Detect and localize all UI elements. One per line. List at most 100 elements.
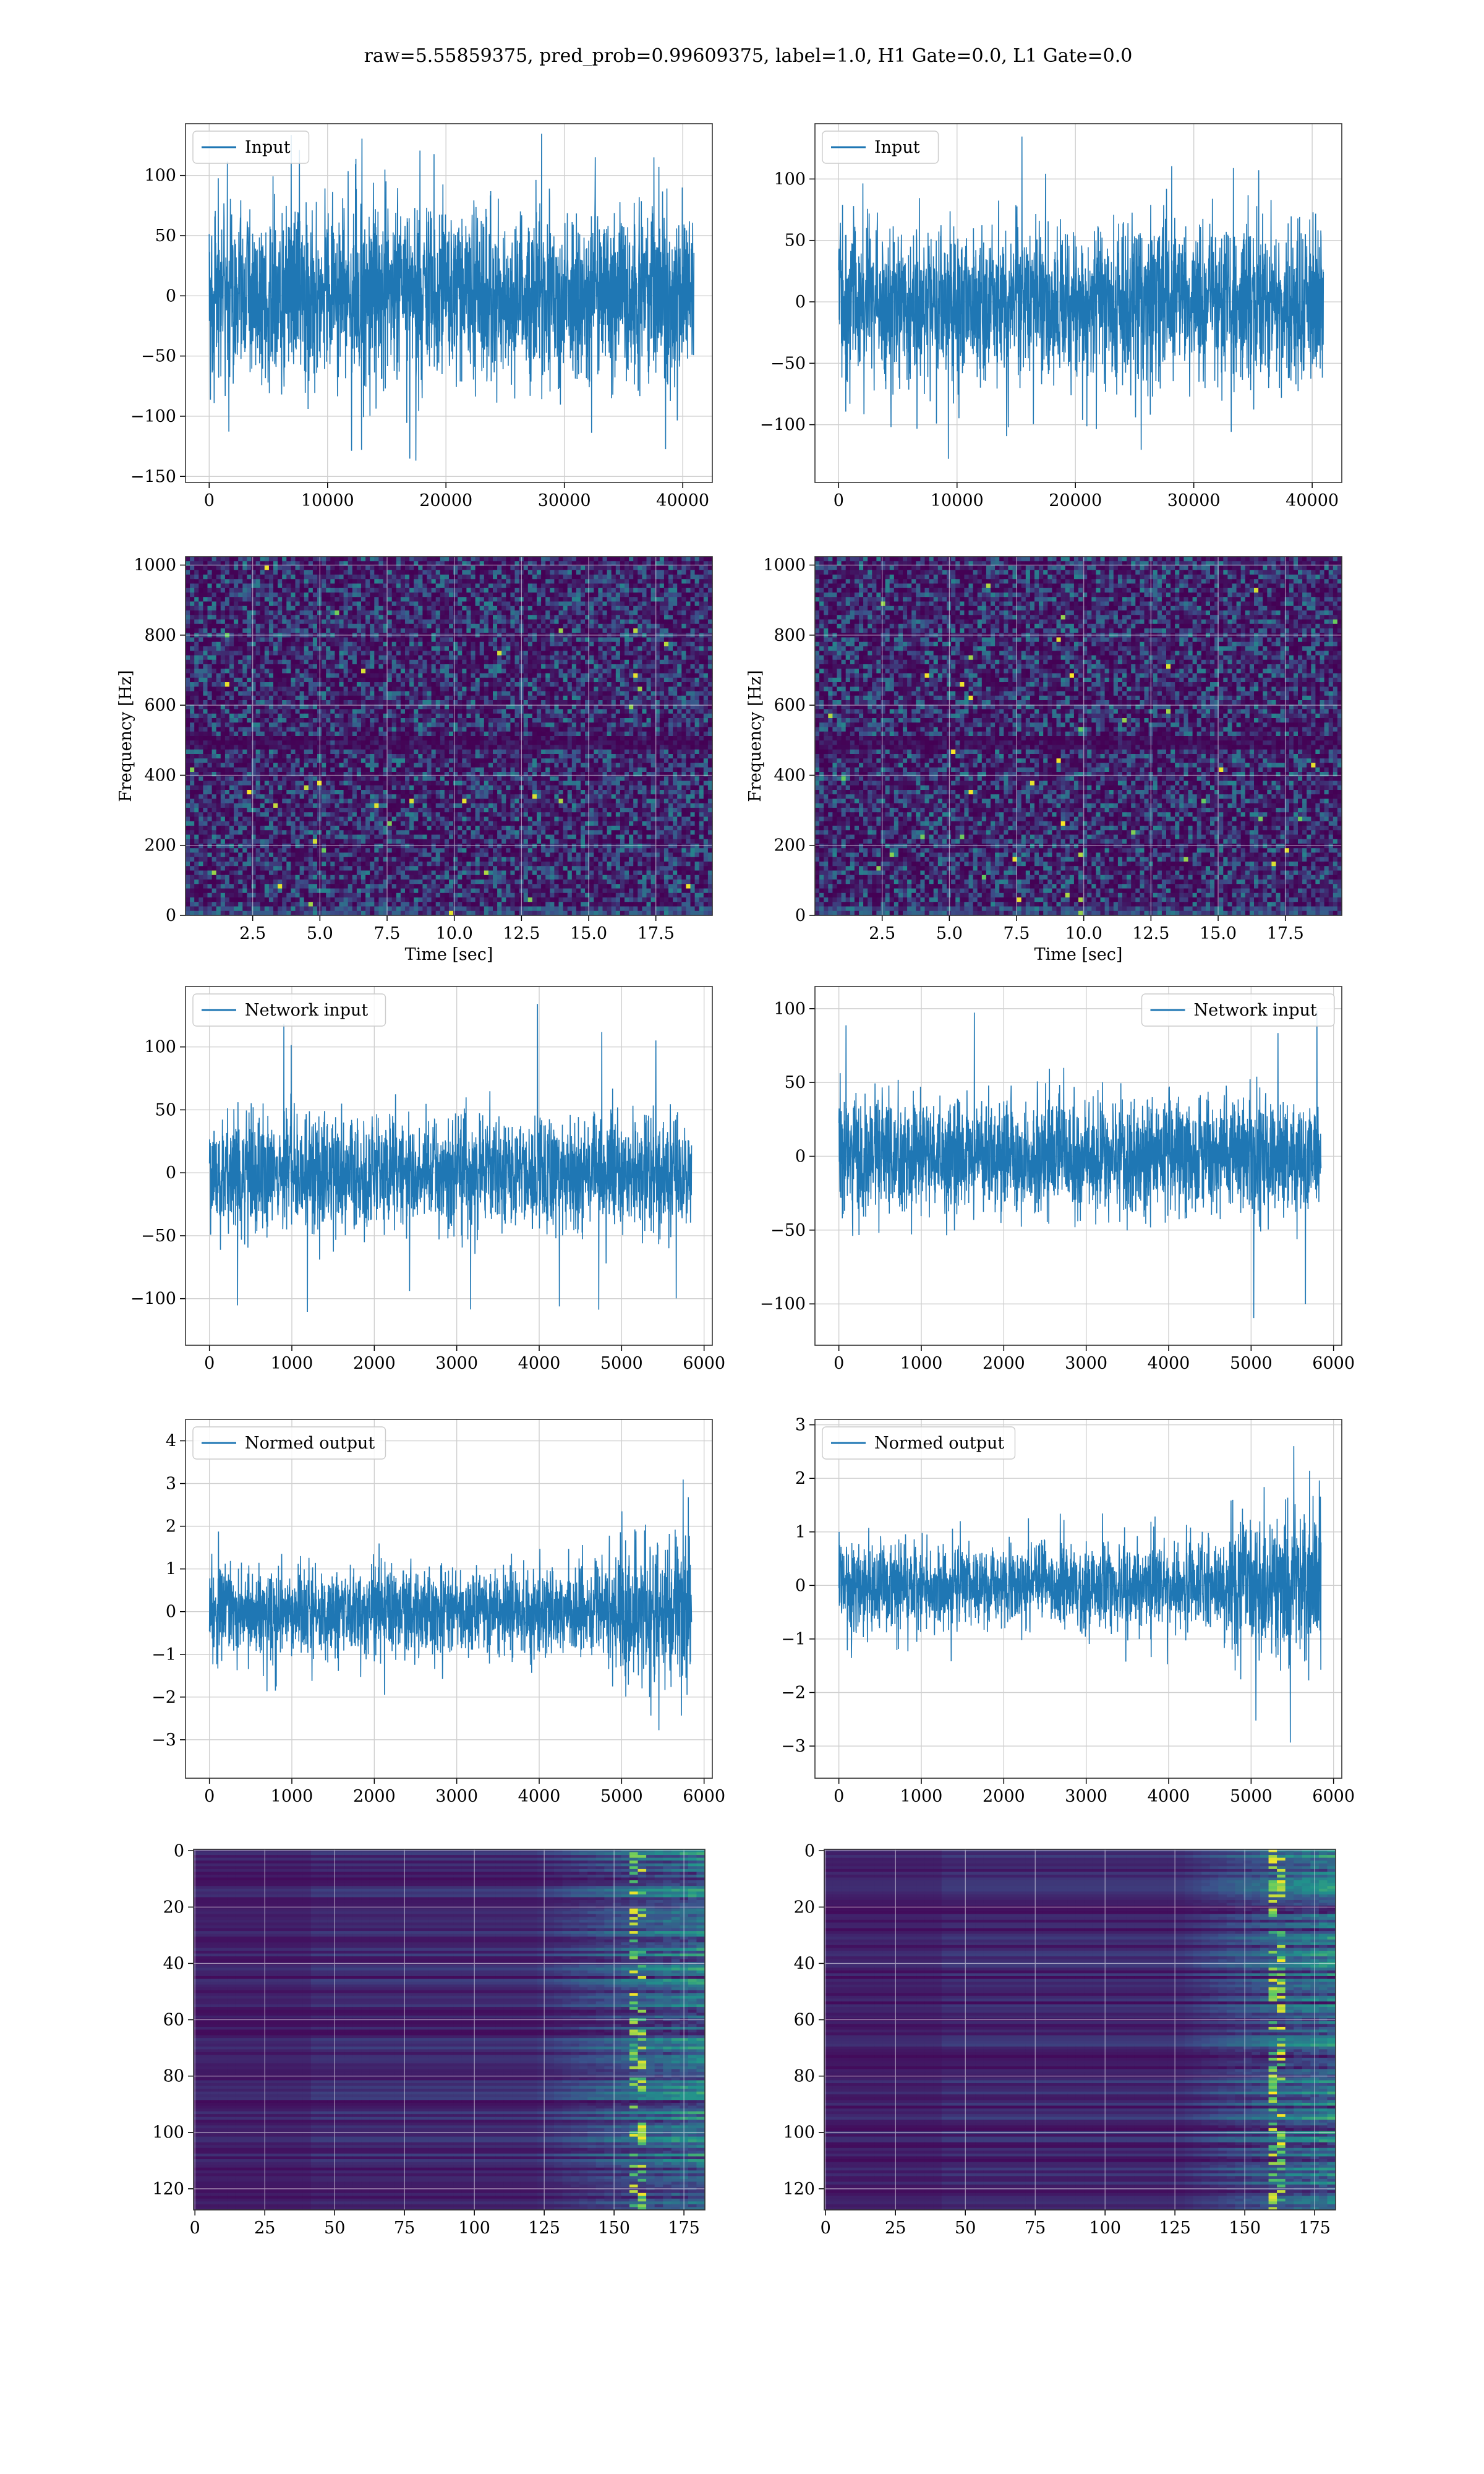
heatmap-cell	[388, 674, 393, 678]
heatmap-cell	[668, 610, 673, 615]
heatmap-cell	[466, 575, 471, 580]
heatmap-cell	[370, 615, 375, 620]
heatmap-cell	[422, 566, 427, 571]
heatmap-cell	[568, 718, 573, 723]
heatmap-cell	[484, 620, 489, 625]
heatmap-cell	[607, 709, 612, 714]
heatmap-cell	[378, 674, 383, 678]
heatmap-cell	[480, 575, 485, 580]
heatmap-cell	[493, 664, 498, 669]
heatmap-cell	[339, 727, 344, 732]
heatmap-cell	[436, 615, 441, 620]
heatmap-cell	[344, 624, 349, 629]
heatmap-cell	[484, 674, 489, 678]
heatmap-cell	[405, 674, 410, 678]
heatmap-cell	[229, 709, 234, 714]
heatmap-cell	[436, 700, 441, 705]
heatmap-cell	[510, 722, 515, 727]
heatmap-cell	[344, 664, 349, 669]
heatmap-cell	[510, 557, 515, 562]
heatmap-cell	[405, 691, 410, 696]
heatmap-cell	[352, 620, 357, 625]
heatmap-cell	[488, 579, 493, 584]
heatmap-cell	[568, 696, 573, 701]
heatmap-cell	[545, 628, 550, 633]
heatmap-cell	[247, 593, 252, 597]
heatmap-cell	[396, 727, 401, 732]
heatmap-cell	[339, 597, 344, 602]
heatmap-cell	[677, 664, 682, 669]
heatmap-cell	[339, 602, 344, 607]
heatmap-cell	[484, 709, 489, 714]
heatmap-cell	[361, 656, 366, 661]
heatmap-cell	[378, 718, 383, 723]
heatmap-cell	[691, 696, 696, 701]
heatmap-cell	[620, 736, 625, 741]
heatmap-cell	[695, 588, 700, 593]
heatmap-cell	[352, 678, 357, 683]
heatmap-cell	[699, 610, 704, 615]
heatmap-cell	[515, 597, 520, 602]
heatmap-cell	[668, 615, 673, 620]
heatmap-cell	[616, 687, 621, 691]
heatmap-cell	[194, 584, 199, 589]
heatmap-cell	[668, 669, 673, 674]
heatmap-cell	[388, 646, 393, 651]
heatmap-cell	[699, 606, 704, 611]
heatmap-cell	[462, 646, 467, 651]
heatmap-cell	[216, 557, 221, 562]
heatmap-cell	[278, 651, 283, 656]
heatmap-cell	[374, 691, 379, 696]
heatmap-cell	[506, 696, 511, 701]
heatmap-cell	[339, 718, 344, 723]
heatmap-cell	[581, 566, 586, 571]
heatmap-cell	[278, 642, 283, 647]
heatmap-cell	[633, 714, 638, 719]
heatmap-cell	[269, 732, 274, 737]
heatmap-cell	[594, 606, 599, 611]
heatmap-cell	[286, 597, 291, 602]
heatmap-cell	[418, 597, 423, 602]
heatmap-cell	[234, 570, 239, 575]
heatmap-cell	[335, 610, 339, 615]
heatmap-cell	[208, 656, 213, 661]
heatmap-cell	[357, 664, 362, 669]
heatmap-cell	[194, 610, 199, 615]
heatmap-cell	[633, 575, 638, 580]
heatmap-cell	[616, 610, 621, 615]
heatmap-cell	[550, 570, 555, 575]
heatmap-cell	[445, 664, 450, 669]
heatmap-cell	[378, 678, 383, 683]
heatmap-cell	[554, 628, 559, 633]
heatmap-cell	[273, 682, 278, 687]
heatmap-cell	[265, 593, 270, 597]
heatmap-cell	[576, 660, 581, 665]
heatmap-cell	[392, 646, 397, 651]
heatmap-cell	[212, 669, 217, 674]
heatmap-cell	[576, 570, 581, 575]
heatmap-cell	[506, 727, 511, 732]
heatmap-cell	[401, 678, 406, 683]
heatmap-cell	[348, 718, 353, 723]
heatmap-cell	[559, 656, 564, 661]
heatmap-cell	[256, 593, 261, 597]
heatmap-cell	[660, 714, 665, 719]
heatmap-cell	[664, 687, 669, 691]
heatmap-cell	[409, 557, 414, 562]
heatmap-cell	[409, 669, 414, 674]
heatmap-cell	[322, 606, 326, 611]
heatmap-cell	[361, 709, 366, 714]
heatmap-cell	[594, 678, 599, 683]
heatmap-cell	[528, 570, 533, 575]
heatmap-cell	[594, 669, 599, 674]
heatmap-cell	[291, 602, 296, 607]
heatmap-cell	[418, 610, 423, 615]
heatmap-cell	[296, 674, 301, 678]
heatmap-cell	[432, 597, 437, 602]
heatmap-cell	[374, 588, 379, 593]
heatmap-cell	[704, 651, 709, 656]
heatmap-cell	[326, 584, 331, 589]
heatmap-cell	[681, 638, 686, 643]
heatmap-cell	[537, 615, 542, 620]
heatmap-cell	[282, 682, 287, 687]
